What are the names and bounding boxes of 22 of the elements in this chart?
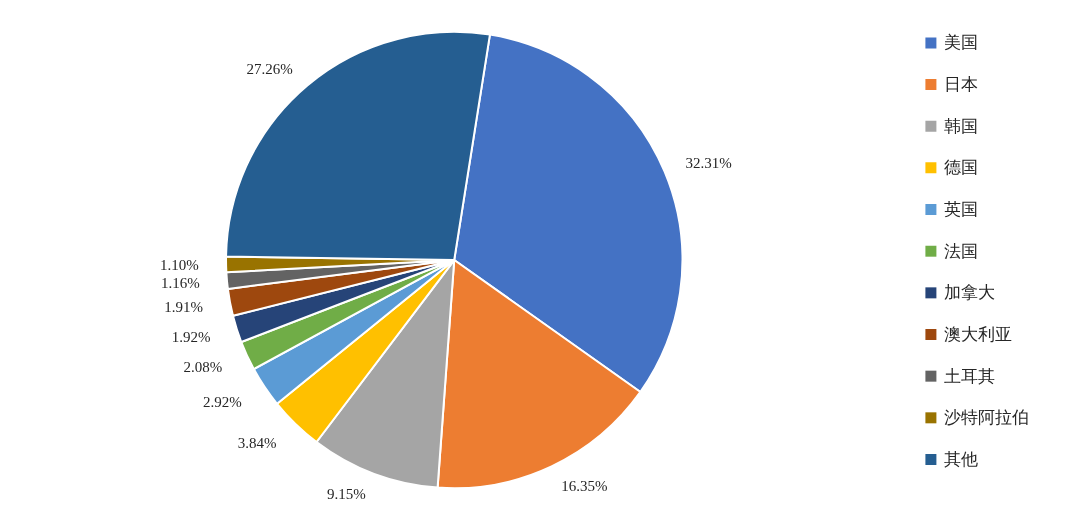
legend-label: 土耳其: [943, 366, 995, 386]
legend-label: 法国: [943, 241, 978, 261]
legend-label: 美国: [943, 33, 978, 53]
legend-label: 加拿大: [943, 283, 995, 303]
data-label: 1.10%: [159, 256, 199, 273]
legend-label: 其他: [943, 449, 978, 469]
data-label: 27.26%: [246, 60, 293, 77]
data-label: 2.92%: [203, 393, 242, 410]
data-label: 1.16%: [160, 275, 200, 292]
legend-label: 德国: [943, 158, 978, 178]
legend-label: 沙特阿拉伯: [943, 408, 1029, 428]
data-label: 3.84%: [237, 435, 277, 452]
legend-label: 澳大利亚: [943, 325, 1012, 344]
legend-label: 英国: [943, 200, 978, 220]
data-label: 32.31%: [685, 155, 732, 171]
legend-label: 日本: [943, 75, 978, 95]
data-label: 16.35%: [561, 478, 608, 495]
data-label: 1.92%: [171, 328, 211, 345]
data-label: 9.15%: [326, 485, 366, 502]
legend-label: 韩国: [943, 116, 978, 136]
data-label: 1.91%: [164, 299, 204, 316]
data-label: 2.08%: [183, 358, 223, 375]
